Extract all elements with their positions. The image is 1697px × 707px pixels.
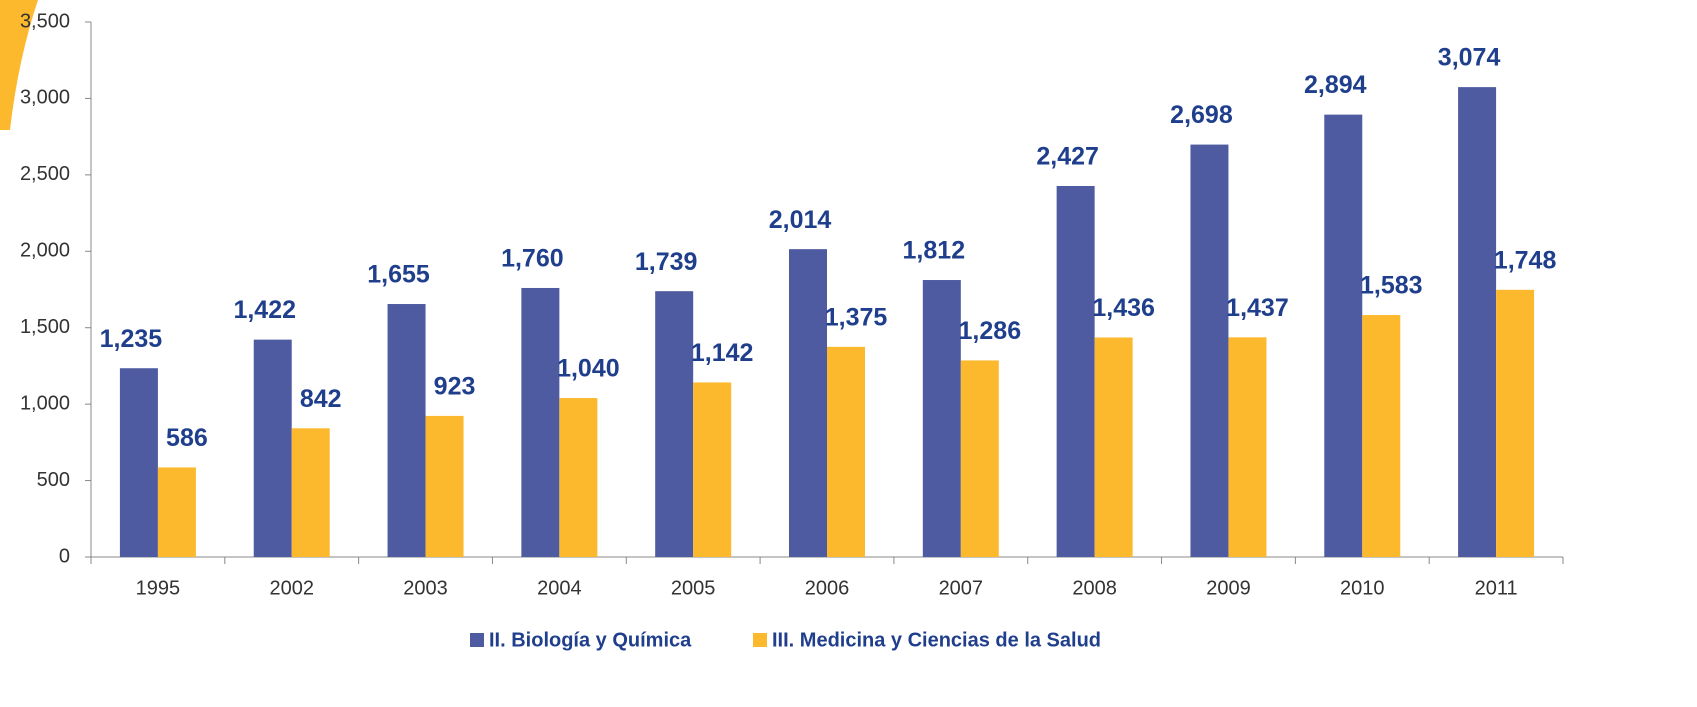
bar [521, 287, 560, 557]
value-label: 923 [434, 373, 476, 401]
legend-label: II. Biología y Química [489, 629, 692, 651]
bar [1496, 289, 1535, 557]
value-label: 1,655 [367, 261, 430, 289]
value-label: 586 [166, 424, 208, 452]
value-label: 1,040 [557, 355, 620, 383]
y-tick-label: 1,500 [20, 316, 70, 338]
y-tick-label: 2,000 [20, 240, 70, 262]
value-label: 842 [300, 385, 342, 413]
value-label: 1,739 [635, 248, 698, 276]
x-tick-label: 1995 [136, 577, 181, 599]
x-tick-label: 2007 [939, 577, 984, 599]
bar [1458, 87, 1497, 558]
value-label: 2,014 [769, 206, 832, 234]
y-tick-label: 1,000 [20, 392, 70, 414]
bar [693, 382, 732, 557]
bar [1190, 144, 1229, 557]
value-label: 1,422 [233, 296, 296, 324]
legend-swatch [470, 633, 484, 647]
x-tick-label: 2002 [269, 577, 314, 599]
bar [291, 428, 330, 557]
y-tick-label: 500 [37, 469, 70, 491]
value-label: 2,698 [1170, 101, 1233, 129]
value-label: 1,286 [959, 317, 1022, 345]
bar [1324, 114, 1363, 557]
x-tick-label: 2003 [403, 577, 448, 599]
value-label: 1,142 [691, 339, 754, 367]
bar [425, 415, 464, 557]
bar [1056, 186, 1095, 557]
value-label: 1,583 [1360, 272, 1423, 300]
bar [1362, 315, 1401, 557]
bar [1228, 337, 1267, 557]
value-label: 1,437 [1226, 294, 1289, 322]
bar [253, 339, 292, 557]
bar [827, 346, 865, 557]
bar [119, 368, 158, 557]
y-tick-label: 0 [59, 545, 70, 567]
value-label: 1,375 [825, 303, 888, 331]
bar [655, 291, 694, 557]
value-label: 3,074 [1438, 44, 1501, 72]
value-label: 1,748 [1494, 246, 1557, 274]
value-label: 1,812 [903, 237, 966, 265]
x-tick-label: 2005 [671, 577, 716, 599]
bar [922, 280, 961, 557]
value-label: 1,436 [1092, 294, 1155, 322]
bar [1094, 337, 1133, 557]
x-tick-label: 2004 [537, 577, 582, 599]
bar [387, 304, 426, 557]
value-label: 1,760 [501, 245, 564, 273]
x-tick-label: 2010 [1340, 577, 1385, 599]
bar [157, 467, 196, 557]
y-tick-label: 2,500 [20, 163, 70, 185]
x-tick-label: 2008 [1072, 577, 1117, 599]
y-tick-label: 3,000 [20, 87, 70, 109]
y-tick-label: 3,500 [20, 10, 70, 32]
bar [559, 398, 598, 557]
x-tick-label: 2011 [1475, 577, 1518, 599]
bar [960, 360, 999, 557]
x-tick-label: 2006 [805, 577, 850, 599]
x-tick-label: 2009 [1206, 577, 1251, 599]
bar [789, 249, 827, 557]
decoration [0, 0, 38, 130]
legend-label: III. Medicina y Ciencias de la Salud [772, 629, 1101, 651]
value-label: 2,894 [1304, 71, 1367, 99]
value-label: 2,427 [1036, 143, 1099, 171]
value-label: 1,235 [100, 325, 163, 353]
legend-swatch [753, 633, 767, 647]
